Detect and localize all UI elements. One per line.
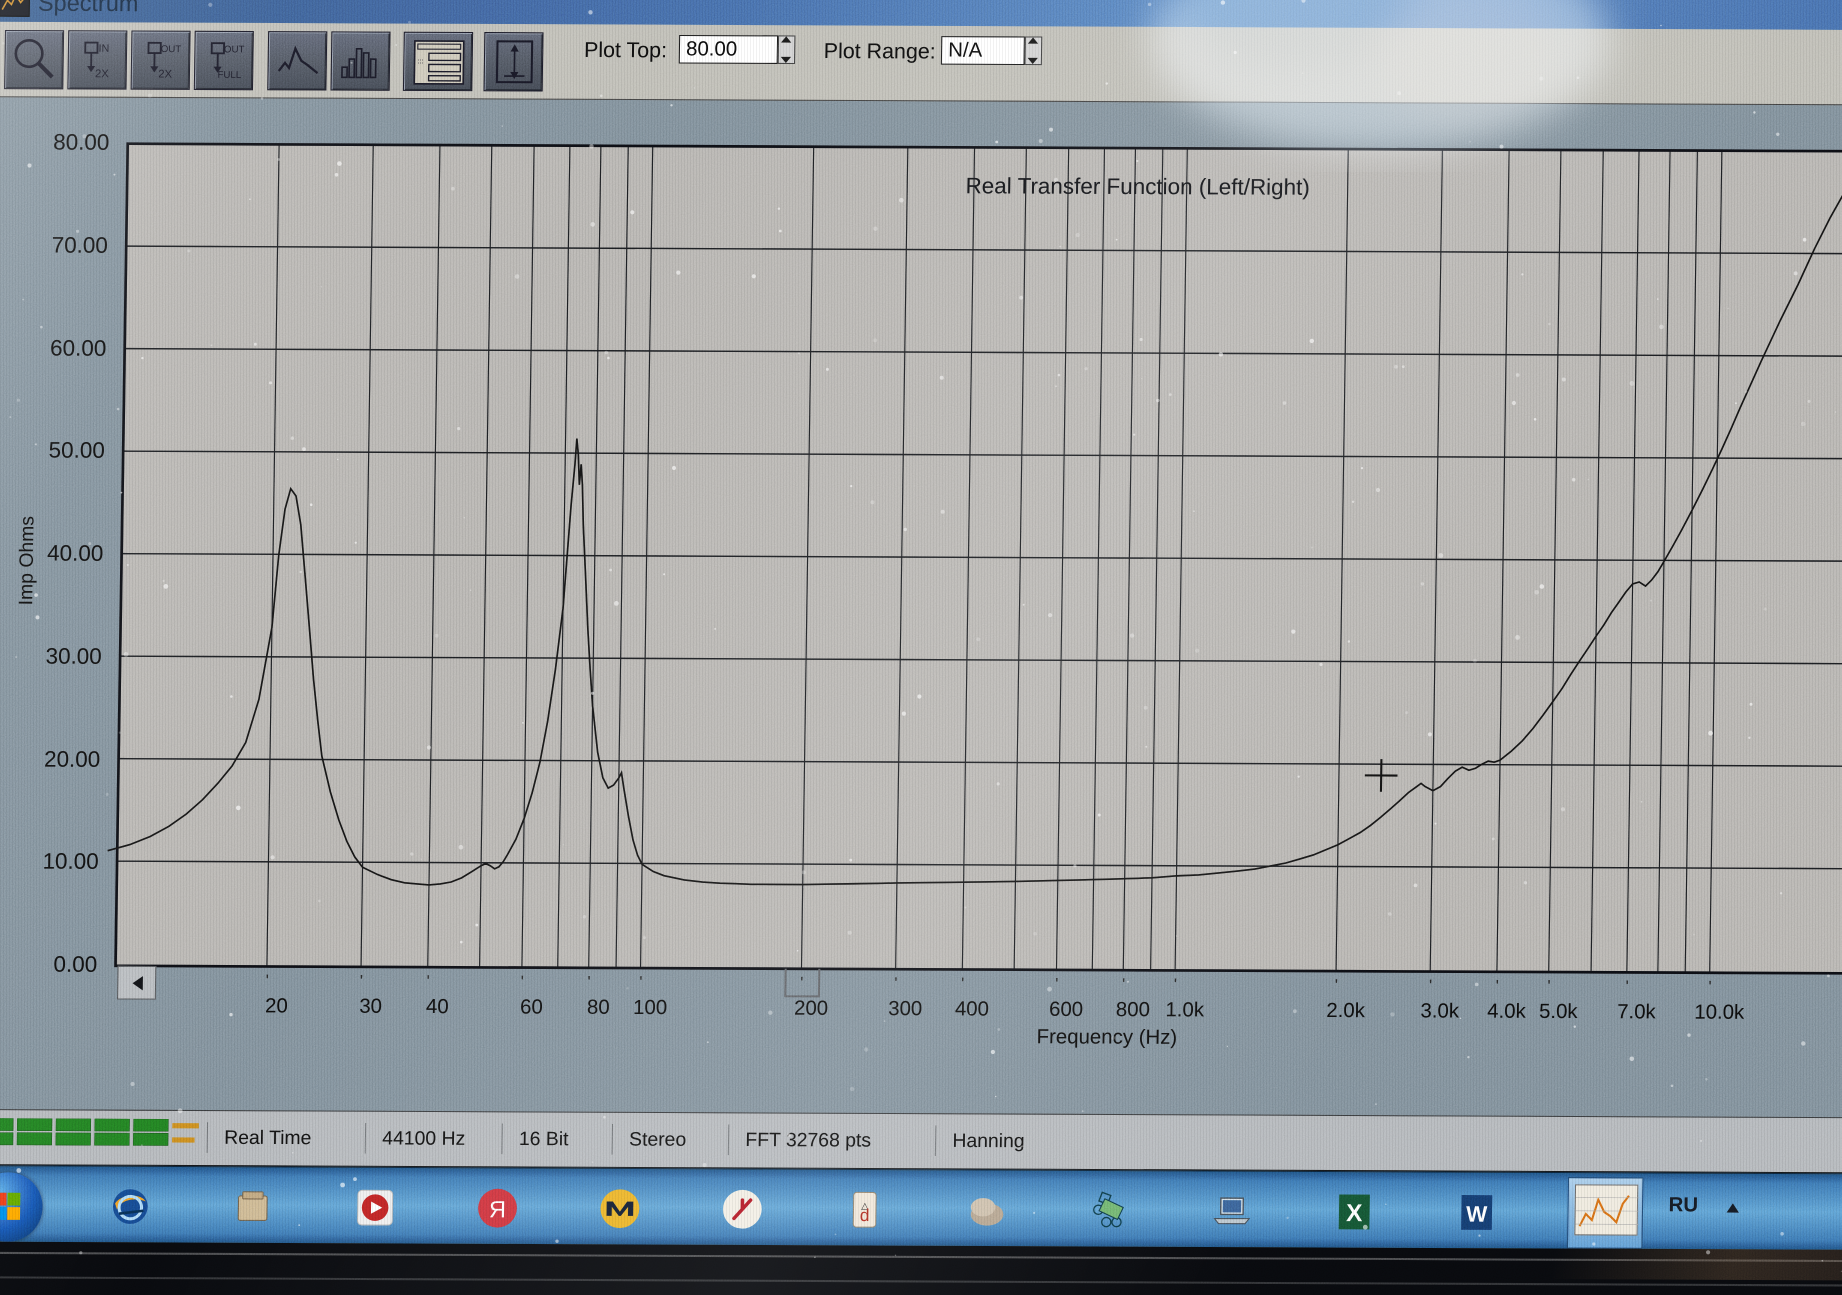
svg-text:X: X — [1346, 1200, 1363, 1227]
svg-text:R: R — [489, 1196, 506, 1222]
svg-text:W: W — [1466, 1202, 1488, 1227]
svg-text:d: d — [860, 1205, 870, 1225]
